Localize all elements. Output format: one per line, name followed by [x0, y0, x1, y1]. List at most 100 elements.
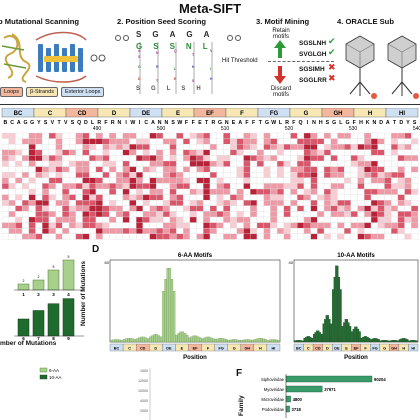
heatmap-cell: [344, 166, 352, 173]
heatmap-cell: [82, 160, 90, 167]
mutation-heatmap: BC C CD D DE E EF F FG G GH H HIB C A G G Y S V T V S Q D L R F R N I W…: [1, 108, 420, 240]
heatmap-cell: [35, 222, 43, 229]
heatmap-cell: [270, 222, 278, 229]
heatmap-cell: [55, 222, 63, 229]
heatmap-cell: [142, 188, 150, 195]
heatmap-cell: [189, 144, 197, 150]
heatmap-cell: [357, 155, 365, 162]
heatmap-cell: [95, 166, 103, 173]
histogram-bar: [340, 289, 342, 343]
residue-label: D: [399, 120, 403, 126]
heatmap-cell: [216, 216, 224, 223]
step-4-title: 4. ORACLE Sub: [337, 17, 394, 26]
heatmap-cell: [89, 177, 97, 184]
heatmap-cell: [297, 233, 305, 240]
heatmap-cell: [115, 155, 123, 162]
bar-category: 2: [37, 292, 40, 297]
heatmap-cell: [35, 183, 43, 190]
residue-label: Q: [77, 120, 81, 126]
heatmap-cell: [323, 149, 331, 156]
heatmap-cell: [290, 233, 298, 240]
heatmap-cell: [350, 160, 358, 167]
heatmap-cell: [55, 183, 63, 190]
residue-label: R: [97, 120, 101, 126]
heatmap-cell: [1, 160, 9, 167]
heatmap-cell: [35, 149, 43, 156]
histogram-bar: [402, 338, 404, 343]
heatmap-cell: [384, 205, 392, 212]
seed-letter: G: [151, 86, 156, 92]
residue-label: S: [71, 120, 75, 126]
heatmap-cell: [169, 138, 177, 145]
svg-text:L: L: [174, 67, 177, 71]
bar-value: 2: [23, 279, 25, 283]
heatmap-cell: [122, 132, 130, 139]
heatmap-cell: [55, 144, 63, 150]
heatmap-cell: [344, 177, 352, 184]
residue-label: W: [177, 120, 182, 126]
y-tick: 10000: [138, 389, 148, 393]
heatmap-cell: [384, 149, 392, 156]
position-tick: 520: [285, 126, 294, 132]
heatmap-cell: [48, 228, 56, 234]
heatmap-cell: [115, 132, 123, 139]
heatmap-cell: [350, 200, 358, 206]
heatmap-cell: [21, 188, 29, 195]
seed-letter: L: [202, 42, 208, 51]
heatmap-cell: [209, 188, 217, 195]
region-label: BC: [14, 111, 23, 117]
heatmap-cell: [102, 194, 110, 201]
heatmap-cell: [203, 200, 211, 206]
heatmap-cell: [156, 160, 164, 167]
heatmap-cell: [176, 144, 184, 150]
heatmap-cell: [270, 166, 278, 173]
heatmap-cell: [183, 155, 191, 162]
heatmap-cell: [1, 211, 9, 218]
heatmap-cell: [297, 172, 305, 178]
heatmap-cell: [310, 183, 318, 190]
heatmap-cell: [149, 222, 157, 229]
heatmap-cell: [162, 211, 170, 218]
heatmap-cell: [411, 149, 419, 156]
heatmap-cell: [82, 216, 90, 223]
heatmap-cell: [216, 200, 224, 206]
heatmap-cell: [263, 233, 271, 240]
heatmap-cell: [189, 177, 197, 184]
heatmap-cell: [404, 149, 412, 156]
heatmap-cell: [156, 155, 164, 162]
heatmap-cell: [129, 216, 137, 223]
heatmap-cell: [109, 160, 117, 167]
residue-label: G: [30, 120, 34, 126]
heatmap-cell: [122, 183, 130, 190]
heatmap-cell: [8, 138, 16, 145]
bar-lower: [62, 298, 75, 337]
heatmap-cell: [344, 132, 352, 139]
heatmap-cell: [209, 177, 217, 184]
heatmap-cell: [203, 183, 211, 190]
heatmap-cell: [391, 228, 399, 234]
heatmap-cell: [149, 177, 157, 184]
heatmap-cell: [203, 233, 211, 240]
heatmap-cell: [297, 188, 305, 195]
heatmap-cell: [1, 172, 9, 178]
heatmap-cell: [411, 211, 419, 218]
heatmap-cell: [8, 160, 16, 167]
heatmap-cell: [243, 138, 251, 145]
heatmap-cell: [364, 194, 372, 201]
heatmap-cell: [337, 172, 345, 178]
heatmap-cell: [95, 205, 103, 212]
heatmap-cell: [189, 194, 197, 201]
heatmap-cell: [283, 211, 291, 218]
histogram-bar: [381, 340, 383, 343]
heatmap-cell: [337, 149, 345, 156]
heatmap-cell: [62, 211, 70, 218]
heatmap-cell: [229, 160, 237, 167]
heatmap-cell: [397, 216, 405, 223]
heatmap-cell: [276, 211, 284, 218]
heatmap-cell: [203, 205, 211, 212]
residue-label: F: [192, 120, 195, 126]
histogram-bar: [214, 339, 217, 343]
heatmap-cell: [21, 155, 29, 162]
heatmap-cell: [364, 144, 372, 150]
heatmap-cell: [142, 228, 150, 234]
